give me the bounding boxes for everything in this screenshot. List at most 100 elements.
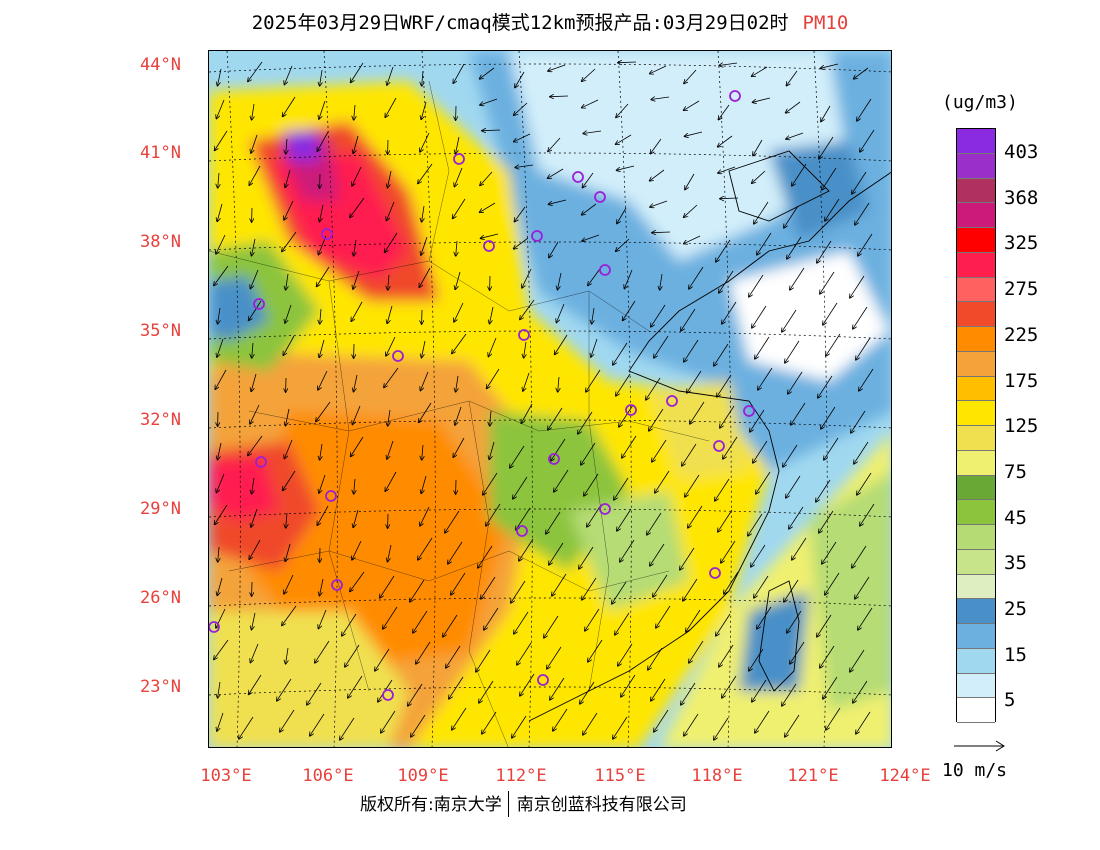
wind-arrow	[622, 435, 637, 458]
lat-tick: 29°N	[140, 499, 181, 519]
wind-arrow	[684, 713, 699, 736]
wind-arrow	[250, 404, 260, 424]
wind-arrow	[820, 645, 835, 668]
wind-arrow	[819, 136, 834, 159]
wind-arrow	[682, 443, 697, 466]
wind-arrow	[690, 401, 705, 424]
wind-arrow	[320, 69, 322, 86]
credit-right: 南京创蓝科技有限公司	[516, 795, 687, 815]
lat-tick: 23°N	[140, 677, 181, 697]
wind-arrow	[754, 575, 769, 598]
wind-arrow	[514, 237, 529, 249]
wind-arrow	[614, 477, 629, 500]
wind-arrow	[856, 711, 871, 734]
color-legend	[956, 128, 996, 723]
wind-arrow	[480, 202, 496, 212]
wind-arrow	[252, 238, 256, 256]
wind-arrow	[380, 575, 395, 598]
wind-arrow	[286, 512, 287, 528]
wind-arrow	[353, 270, 360, 289]
wind-arrow	[556, 303, 565, 323]
province-borders	[209, 80, 710, 747]
wind-arrow	[422, 340, 426, 358]
wind-arrow	[283, 335, 295, 355]
wind-arrow	[649, 408, 664, 431]
wind-arrow	[375, 648, 390, 671]
legend-color-box	[957, 574, 995, 600]
wind-arrow	[822, 541, 837, 564]
wind-arrow	[284, 200, 294, 220]
copyright: 版权所有:南京大学 南京创蓝科技有限公司	[360, 790, 687, 817]
wind-arrow	[821, 406, 836, 429]
wind-arrow	[685, 131, 703, 136]
wind-arrow	[584, 473, 599, 496]
wind-arrow	[555, 334, 568, 354]
wind-arrow	[684, 69, 697, 83]
wind-arrow	[410, 579, 425, 602]
wind-arrow	[214, 639, 229, 659]
wind-arrow	[307, 682, 322, 705]
wind-arrow	[514, 133, 531, 142]
wind-arrow	[453, 198, 466, 218]
legend-label: 325	[1004, 232, 1039, 254]
wind-arrow	[719, 63, 738, 66]
wind-arrow	[655, 470, 670, 493]
station-marker	[392, 350, 404, 362]
legend-color-box	[957, 129, 995, 154]
wind-arrow	[684, 235, 701, 244]
wind-arrow	[342, 613, 357, 636]
wind-arrow	[515, 71, 525, 88]
lat-tick: 32°N	[140, 410, 181, 430]
wind-arrow	[286, 273, 288, 290]
wind-arrow	[782, 683, 797, 706]
wind-arrow	[753, 97, 771, 102]
station-marker	[518, 329, 530, 341]
wind-arrow	[650, 65, 667, 74]
wind-arrow	[511, 580, 526, 603]
wind-arrow	[858, 607, 873, 630]
wind-arrow	[554, 469, 569, 492]
wind-arrow	[790, 641, 805, 664]
legend-label: 45	[1004, 507, 1027, 529]
wind-arrow	[218, 546, 219, 562]
wind-arrow	[617, 207, 627, 224]
wind-arrow	[388, 409, 390, 426]
lat-tick: 38°N	[140, 232, 181, 252]
wind-arrow	[860, 129, 875, 152]
legend-label: 275	[1004, 278, 1039, 300]
wind-arrow	[352, 540, 362, 560]
wind-arrow	[285, 304, 292, 323]
legend-color-box	[957, 673, 995, 699]
wind-arrow	[482, 711, 497, 734]
wind-arrow	[654, 335, 669, 358]
wind-arrow	[823, 302, 838, 325]
wind-arrow	[317, 505, 329, 525]
wind-arrow	[251, 373, 257, 391]
map-panel	[208, 50, 892, 748]
wind-arrow	[822, 167, 837, 190]
wind-arrow	[613, 342, 628, 365]
wind-arrow	[784, 205, 799, 228]
wind-arrow	[479, 680, 494, 703]
legend-label: 15	[1004, 644, 1027, 666]
wind-arrow	[455, 271, 461, 289]
wind-arrow	[476, 649, 491, 672]
wind-arrow	[484, 607, 499, 630]
wind-arrow	[239, 716, 254, 739]
wind-arrow	[684, 100, 700, 110]
wind-arrow	[582, 234, 600, 241]
wind-arrow	[420, 371, 429, 391]
wind-arrow	[651, 678, 666, 701]
wind-arrow	[618, 62, 637, 63]
wind-arrow	[316, 401, 331, 421]
wind-arrow	[826, 707, 841, 730]
wind-arrow	[411, 714, 426, 737]
wind-reference-label: 10 m/s	[942, 760, 1008, 781]
wind-arrow	[585, 608, 600, 631]
legend-color-box	[957, 698, 995, 723]
wind-arrow	[681, 682, 696, 705]
wind-arrow	[782, 309, 797, 332]
station-marker	[209, 621, 220, 633]
wind-arrow	[319, 100, 326, 119]
wind-arrow	[515, 165, 534, 168]
